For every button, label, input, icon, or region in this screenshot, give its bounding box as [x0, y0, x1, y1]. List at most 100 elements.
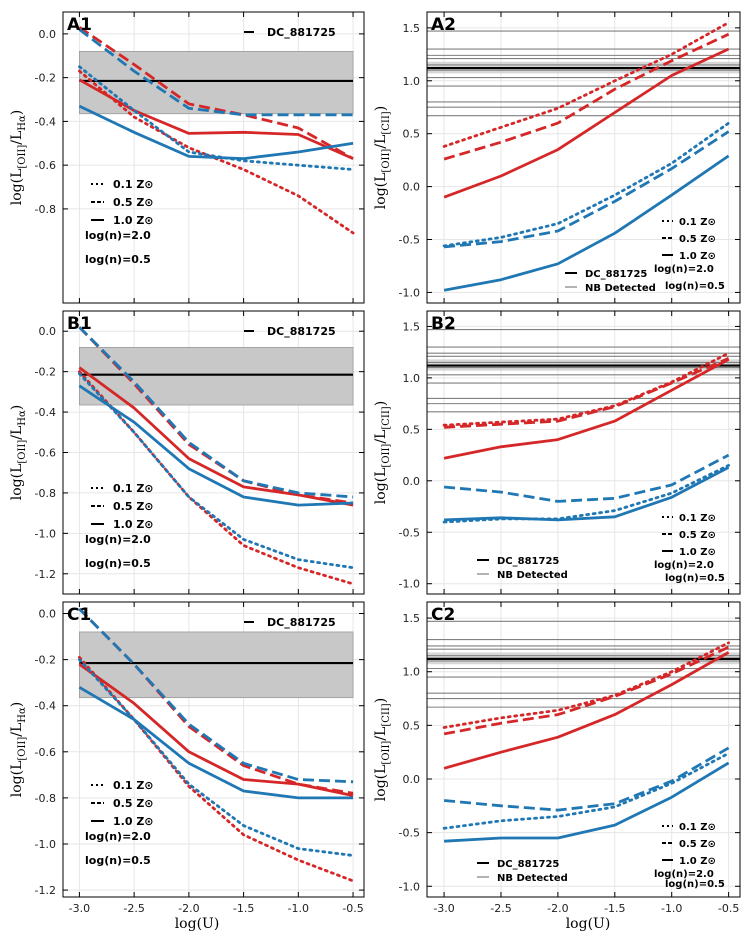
panel-a1: 0.0 -0.2 -0.4 -0.6 -0.8 log(L[OII]/LHα) A1 DC_8… [9, 11, 365, 304]
y-axis-title-part: ) [9, 702, 25, 707]
legend-density-low-label: log(n)=0.5 [665, 281, 725, 292]
y-tick-label: 0.0 [39, 608, 57, 621]
legend-density-low-label: log(n)=0.5 [85, 557, 151, 570]
series-line-n05-z05 [78, 28, 354, 117]
y-tick-label: 0.0 [39, 325, 57, 338]
y-tick-label: -0.5 [399, 234, 420, 247]
legend-metallicity-label: 1.0 Z⊙ [113, 214, 154, 227]
y-tick-label: -0.2 [35, 366, 56, 379]
y-tick-label: -1.0 [35, 838, 56, 851]
series-line-n05-z05 [443, 130, 730, 249]
series-line-n05-z05 [443, 453, 730, 503]
y-axis-title-part: /L [373, 430, 389, 444]
y-tick-label: -0.6 [35, 746, 56, 759]
series-line-n20-z10 [443, 651, 730, 770]
legend-metallicity-label: 0.5 Z⊙ [679, 234, 716, 245]
y-axis-title: log(L[OII]/L[CII]) [373, 106, 392, 209]
legend-density-high-label: log(n)=2.0 [654, 264, 714, 275]
legend-metallicity-label: 1.0 Z⊙ [679, 547, 716, 558]
plot-area [427, 328, 740, 524]
series-line-n05-z05 [78, 607, 354, 784]
panel-label: B2 [431, 314, 456, 334]
series-line-n05-z10 [78, 384, 354, 507]
y-tick-label: -0.8 [35, 487, 56, 500]
legend-metallicity-label: 0.5 Z⊙ [113, 196, 154, 209]
y-tick-label: -0.2 [35, 654, 56, 667]
y-tick-label: -1.0 [399, 286, 420, 299]
y-tick-label: 1.0 [403, 666, 421, 679]
panel-b2: 1.5 1.0 0.5 0.0 -0.5 -1.0 log(L[OII]/L[CII]) B2… [373, 310, 741, 595]
y-axis-title-part: /L [9, 426, 25, 440]
legend-observed-label: DC_881725 [267, 616, 336, 629]
y-axis-title-subscript: [OII] [17, 145, 28, 169]
legend-density-high-label: log(n)=2.0 [654, 869, 714, 880]
x-tick-label: -3.0 [69, 902, 90, 915]
y-tick-label: -0.6 [35, 159, 56, 172]
y-axis-title-subscript: Hα [17, 115, 28, 131]
series-line-n20-z05 [444, 357, 730, 429]
y-axis-title-subscript: Hα [17, 410, 28, 426]
panel-frame [426, 310, 741, 595]
legend-density-low-label: log(n)=0.5 [85, 253, 151, 266]
y-axis-title-part: ) [373, 698, 389, 703]
legend-observed-label: DC_881725 [497, 556, 559, 567]
y-tick-label: 0.0 [403, 475, 421, 488]
x-tick-label: -2.5 [123, 902, 144, 915]
legend-density-high-label: log(n)=2.0 [654, 560, 714, 571]
series-line-n20-z10 [78, 78, 354, 160]
x-tick-label: -0.5 [718, 902, 739, 915]
y-axis-title-part: log(L [9, 761, 25, 798]
legend-metallicity-label: 0.5 Z⊙ [679, 530, 716, 541]
y-axis-title-part: log(L [9, 169, 25, 206]
legend-metallicity-label: 0.1 Z⊙ [113, 482, 154, 495]
x-tick-label: -1.0 [288, 902, 309, 915]
y-tick-label: 0.0 [39, 28, 57, 41]
series-line-n05-z01 [442, 751, 730, 830]
panel-frame [426, 601, 741, 898]
y-axis-title: log(L[OII]/L[CII]) [373, 698, 392, 801]
x-tick-label: -3.0 [433, 902, 454, 915]
y-axis-title-subscript: [OII] [381, 444, 392, 468]
panel-b1: 0.0 -0.2 -0.4 -0.6 -0.8 -1.0 -1.2 log(L[OII]/LH… [9, 310, 365, 595]
y-tick-label: 0.0 [403, 773, 421, 786]
panel-label: C2 [431, 605, 455, 625]
x-tick-label: -2.5 [490, 902, 511, 915]
observed-uncertainty-band [79, 631, 354, 699]
series-line-n05-z01 [78, 372, 355, 570]
y-axis-title-part: /L [9, 723, 25, 737]
y-axis-title: log(L[OII]/LHα) [9, 110, 28, 206]
y-tick-label: -1.0 [399, 880, 420, 893]
y-axis-title-part: log(L [9, 464, 25, 501]
panel-c2: -3.0 -2.5 -2.0 -1.5 -1.0 -0.5 1.5 1.0 0.5 0.0 -0.5… [373, 601, 741, 915]
y-axis-title-subscript: [OII] [17, 737, 28, 761]
series-line-n20-z10 [78, 366, 354, 507]
series-line-n20-z01 [442, 21, 730, 148]
y-tick-label: -0.8 [35, 792, 56, 805]
series-line-n20-z05 [443, 32, 730, 161]
y-axis-title: log(L[OII]/L[CII]) [373, 401, 392, 504]
series-line-n05-z01 [442, 121, 730, 248]
series-line-n05-z10 [78, 686, 354, 800]
series-line-n05-z10 [444, 761, 730, 843]
panel-label: A1 [67, 15, 92, 35]
y-axis-title-part: log(L [373, 173, 389, 210]
x-tick-label: -1.0 [661, 902, 682, 915]
legend-nb-label: NB Detected [497, 873, 568, 884]
series-line-n20-z05 [78, 26, 354, 160]
legend-observed-label: DC_881725 [267, 26, 336, 39]
y-tick-label: -0.2 [35, 72, 56, 85]
legend-nb-label: NB Detected [497, 570, 568, 581]
series-line-n05-z10 [78, 104, 354, 161]
y-axis-title-subscript: [OII] [17, 440, 28, 464]
series-line-n20-z10 [443, 358, 730, 460]
legend-metallicity-label: 0.5 Z⊙ [679, 839, 716, 850]
legend-metallicity-label: 0.5 Z⊙ [113, 500, 154, 513]
series-line-n05-z10 [444, 466, 730, 522]
y-axis-title-part: /L [9, 131, 25, 145]
y-tick-label: 0.5 [403, 128, 421, 141]
panel-label: C1 [67, 605, 91, 625]
x-tick-label: -1.5 [604, 902, 625, 915]
y-axis-title: log(L[OII]/LHα) [9, 702, 28, 798]
panel-frame [426, 11, 741, 304]
